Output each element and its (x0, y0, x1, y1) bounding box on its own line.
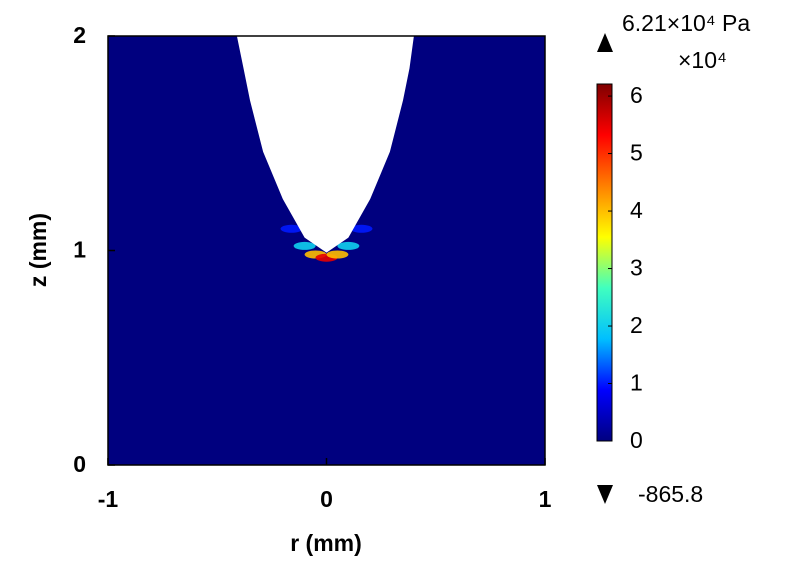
colorbar-tick-label: 3 (630, 255, 643, 281)
x-tick-label: 0 (320, 486, 333, 512)
x-tick-label: -1 (98, 486, 119, 512)
x-axis-label: r (mm) (290, 530, 362, 556)
max-label: 6.21×10⁴ Pa (622, 10, 750, 36)
colorbar-multiplier: ×10⁴ (678, 47, 727, 73)
cavity (236, 36, 414, 253)
y-axis-label: z (mm) (25, 213, 51, 287)
min-triangle (597, 485, 613, 504)
colorbar-tick-label: 4 (630, 197, 643, 223)
hotspot-point (337, 241, 360, 250)
hotspot-point (293, 241, 316, 250)
y-tick-label: 1 (73, 237, 86, 263)
max-triangle (597, 33, 613, 52)
colorbar-tick-label: 5 (630, 140, 643, 166)
y-tick-label: 0 (73, 451, 86, 477)
colorbar-tick-label: 1 (630, 370, 643, 396)
min-label: -865.8 (638, 481, 703, 507)
hotspot-point (350, 224, 373, 233)
y-tick-label: 2 (73, 22, 86, 48)
x-tick-label: 1 (539, 486, 552, 512)
colorbar (596, 83, 613, 442)
plot-area (108, 36, 545, 465)
hotspot-point (326, 250, 349, 259)
colorbar-tick-label: 2 (630, 312, 643, 338)
hotspot-point (280, 224, 303, 233)
colorbar-tick-label: 6 (630, 82, 643, 108)
colorbar-tick-label: 0 (630, 427, 643, 453)
